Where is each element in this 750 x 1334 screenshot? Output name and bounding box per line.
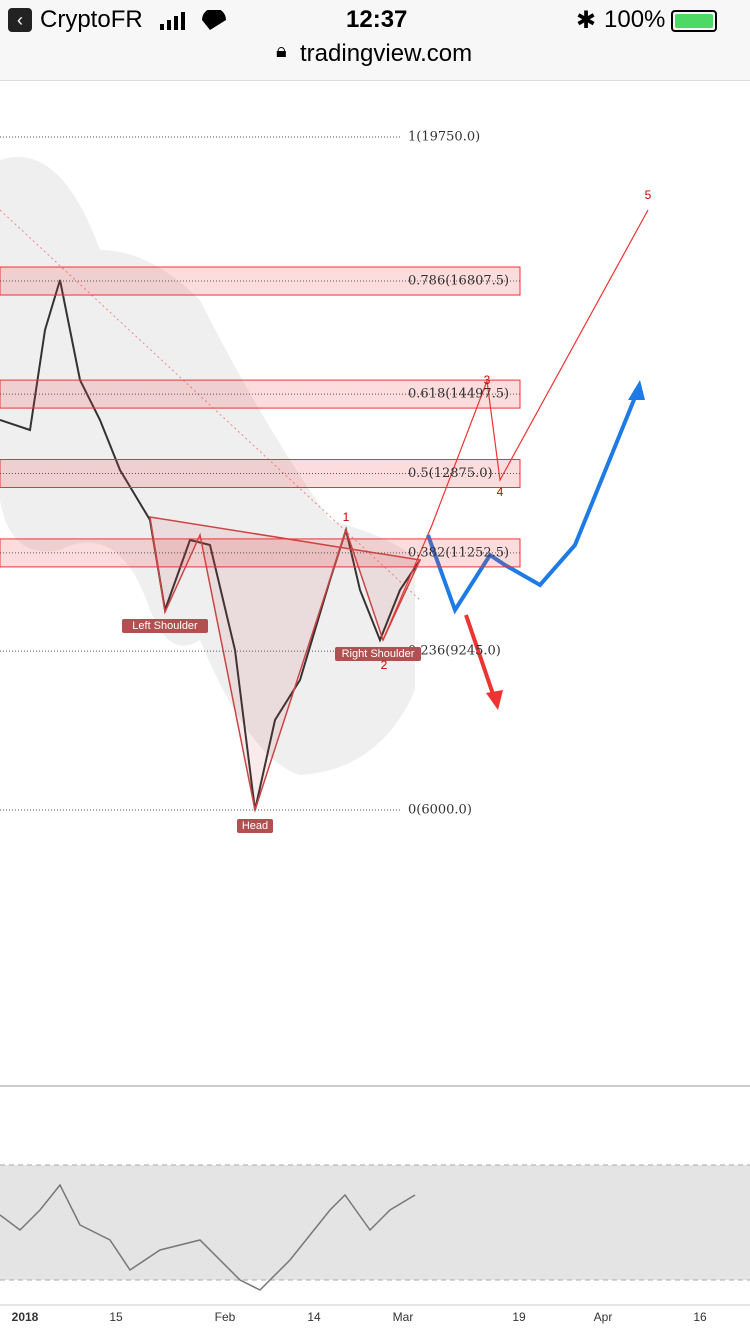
clock: 12:37 (346, 6, 408, 33)
x-tick-label: Mar (393, 1310, 414, 1324)
pattern-label: Head (242, 820, 268, 832)
wave-label: 5 (645, 188, 652, 202)
fib-label: 0(6000.0) (408, 803, 472, 818)
chart: 1(19750.0) 0.786(16807.5) 0.618(14497.5) 0.… (0, 130, 750, 1324)
bollinger-band (0, 156, 415, 775)
wave-label: 4 (497, 485, 504, 499)
fib-zone (0, 379, 521, 409)
fib-zone (0, 538, 521, 568)
wave-projection (382, 209, 649, 641)
fib-label: 0.382(11252.5) (408, 545, 509, 560)
signal-icons (160, 10, 226, 30)
arrow-head (628, 380, 645, 400)
fib-zone (0, 266, 521, 296)
bearish-path (464, 614, 497, 701)
x-tick-label: 15 (109, 1310, 123, 1324)
rsi-line (0, 1183, 416, 1291)
wave-label: 2 (381, 658, 388, 672)
wave-label: 3 (484, 373, 491, 387)
x-tick-label: 16 (693, 1310, 707, 1324)
x-tick-label: 19 (512, 1310, 526, 1324)
battery-icon (671, 10, 717, 32)
pattern-label: Left Shoulder (132, 620, 198, 632)
head-shoulders-pattern (149, 516, 422, 813)
bullish-path (426, 384, 642, 615)
pattern-label-bg (237, 819, 273, 833)
fib-label: 0.5(12875.0) (408, 466, 493, 481)
fib-label: 0.786(16807.5) (408, 274, 509, 289)
wave-label: 1 (343, 510, 350, 524)
back-button[interactable]: ‹ (8, 8, 32, 32)
x-tick-label: 2018 (12, 1310, 39, 1324)
pattern-label-bg (335, 647, 421, 661)
lock-icon: 🔒︎ (276, 40, 287, 62)
price-path (0, 279, 421, 811)
url[interactable]: tradingview.com (300, 40, 473, 67)
x-tick-label: 14 (307, 1310, 321, 1324)
rsi-panel (0, 1165, 750, 1280)
carrier: CryptoFR (40, 6, 143, 33)
status-bar: ‹ CryptoFR 12:37 ✱ 100% 🔒︎ tradingview.c… (0, 0, 750, 81)
fib-label: 0.618(14497.5) (408, 387, 509, 402)
x-tick-label: Feb (215, 1310, 236, 1324)
pattern-label: Right Shoulder (342, 648, 415, 660)
fib-label: 0.236(9245.0) (408, 644, 501, 659)
x-tick-label: Apr (594, 1310, 613, 1324)
arrow-head (486, 690, 503, 710)
trend-line (0, 209, 421, 601)
battery-level: 100% (604, 6, 666, 33)
bluetooth-icon: ✱ (576, 7, 597, 34)
pattern-label-bg (122, 619, 208, 633)
fib-label: 1(19750.0) (408, 130, 480, 145)
